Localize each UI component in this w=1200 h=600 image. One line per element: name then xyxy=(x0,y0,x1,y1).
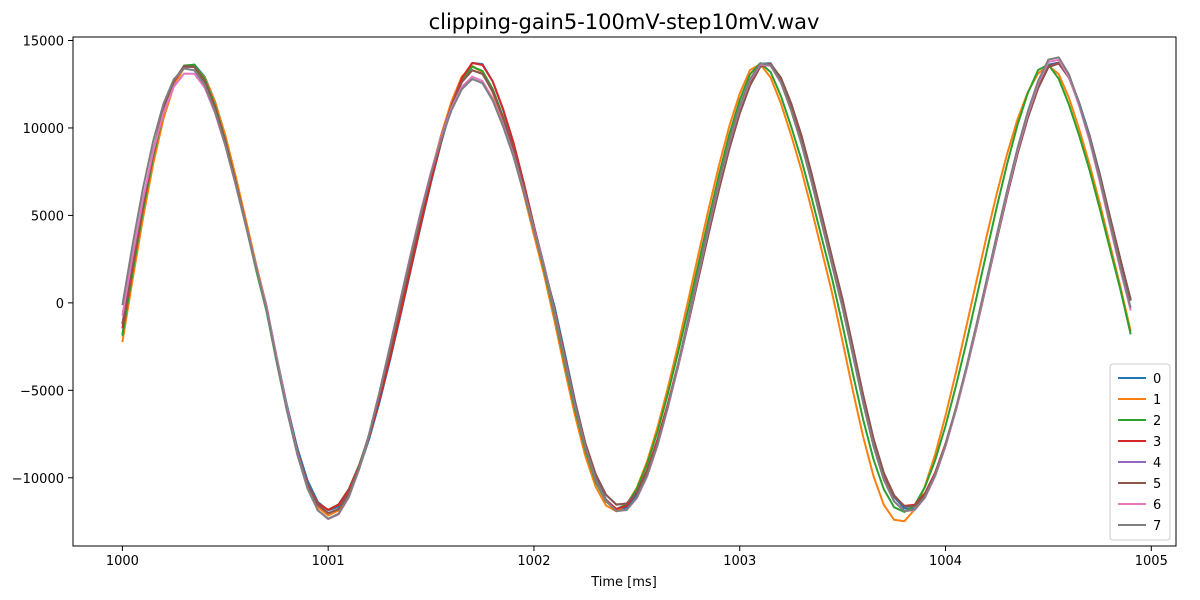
legend-box xyxy=(1109,363,1171,541)
x-tick-label: 1002 xyxy=(517,554,550,569)
y-tick-label: −5000 xyxy=(20,384,64,399)
plot-area xyxy=(72,36,1177,547)
y-tick-label: −10000 xyxy=(12,472,64,487)
legend: 0 1 2 3 4 5 6 7 xyxy=(1109,363,1171,541)
legend-label-2: 2 xyxy=(1153,414,1161,429)
x-axis-label: Time [ms] xyxy=(590,575,657,590)
x-tick-label: 1001 xyxy=(312,554,345,569)
chart-title: clipping-gain5-100mV-step10mV.wav xyxy=(429,10,820,34)
x-axis: 1000 1001 1002 1003 1004 1005 xyxy=(106,546,1168,569)
legend-label-7: 7 xyxy=(1153,519,1161,534)
y-tick-label: 10000 xyxy=(23,122,64,137)
legend-label-1: 1 xyxy=(1153,393,1161,408)
plot-frame xyxy=(72,36,1177,547)
x-tick-label: 1000 xyxy=(106,554,139,569)
series-layer xyxy=(121,56,1132,523)
y-axis: −10000 −5000 0 5000 10000 15000 xyxy=(12,34,73,487)
legend-label-6: 6 xyxy=(1153,498,1161,513)
y-tick-label: 5000 xyxy=(31,209,64,224)
x-tick-label: 1003 xyxy=(723,554,756,569)
x-tick-label: 1004 xyxy=(929,554,962,569)
x-tick-label: 1005 xyxy=(1135,554,1168,569)
legend-label-5: 5 xyxy=(1153,477,1161,492)
legend-label-3: 3 xyxy=(1153,435,1161,450)
y-tick-label: 15000 xyxy=(23,34,64,49)
plot-background xyxy=(73,37,1176,546)
legend-label-0: 0 xyxy=(1153,372,1161,387)
legend-label-4: 4 xyxy=(1153,456,1161,471)
series-line-7 xyxy=(121,56,1132,520)
y-tick-label: 0 xyxy=(56,297,64,312)
